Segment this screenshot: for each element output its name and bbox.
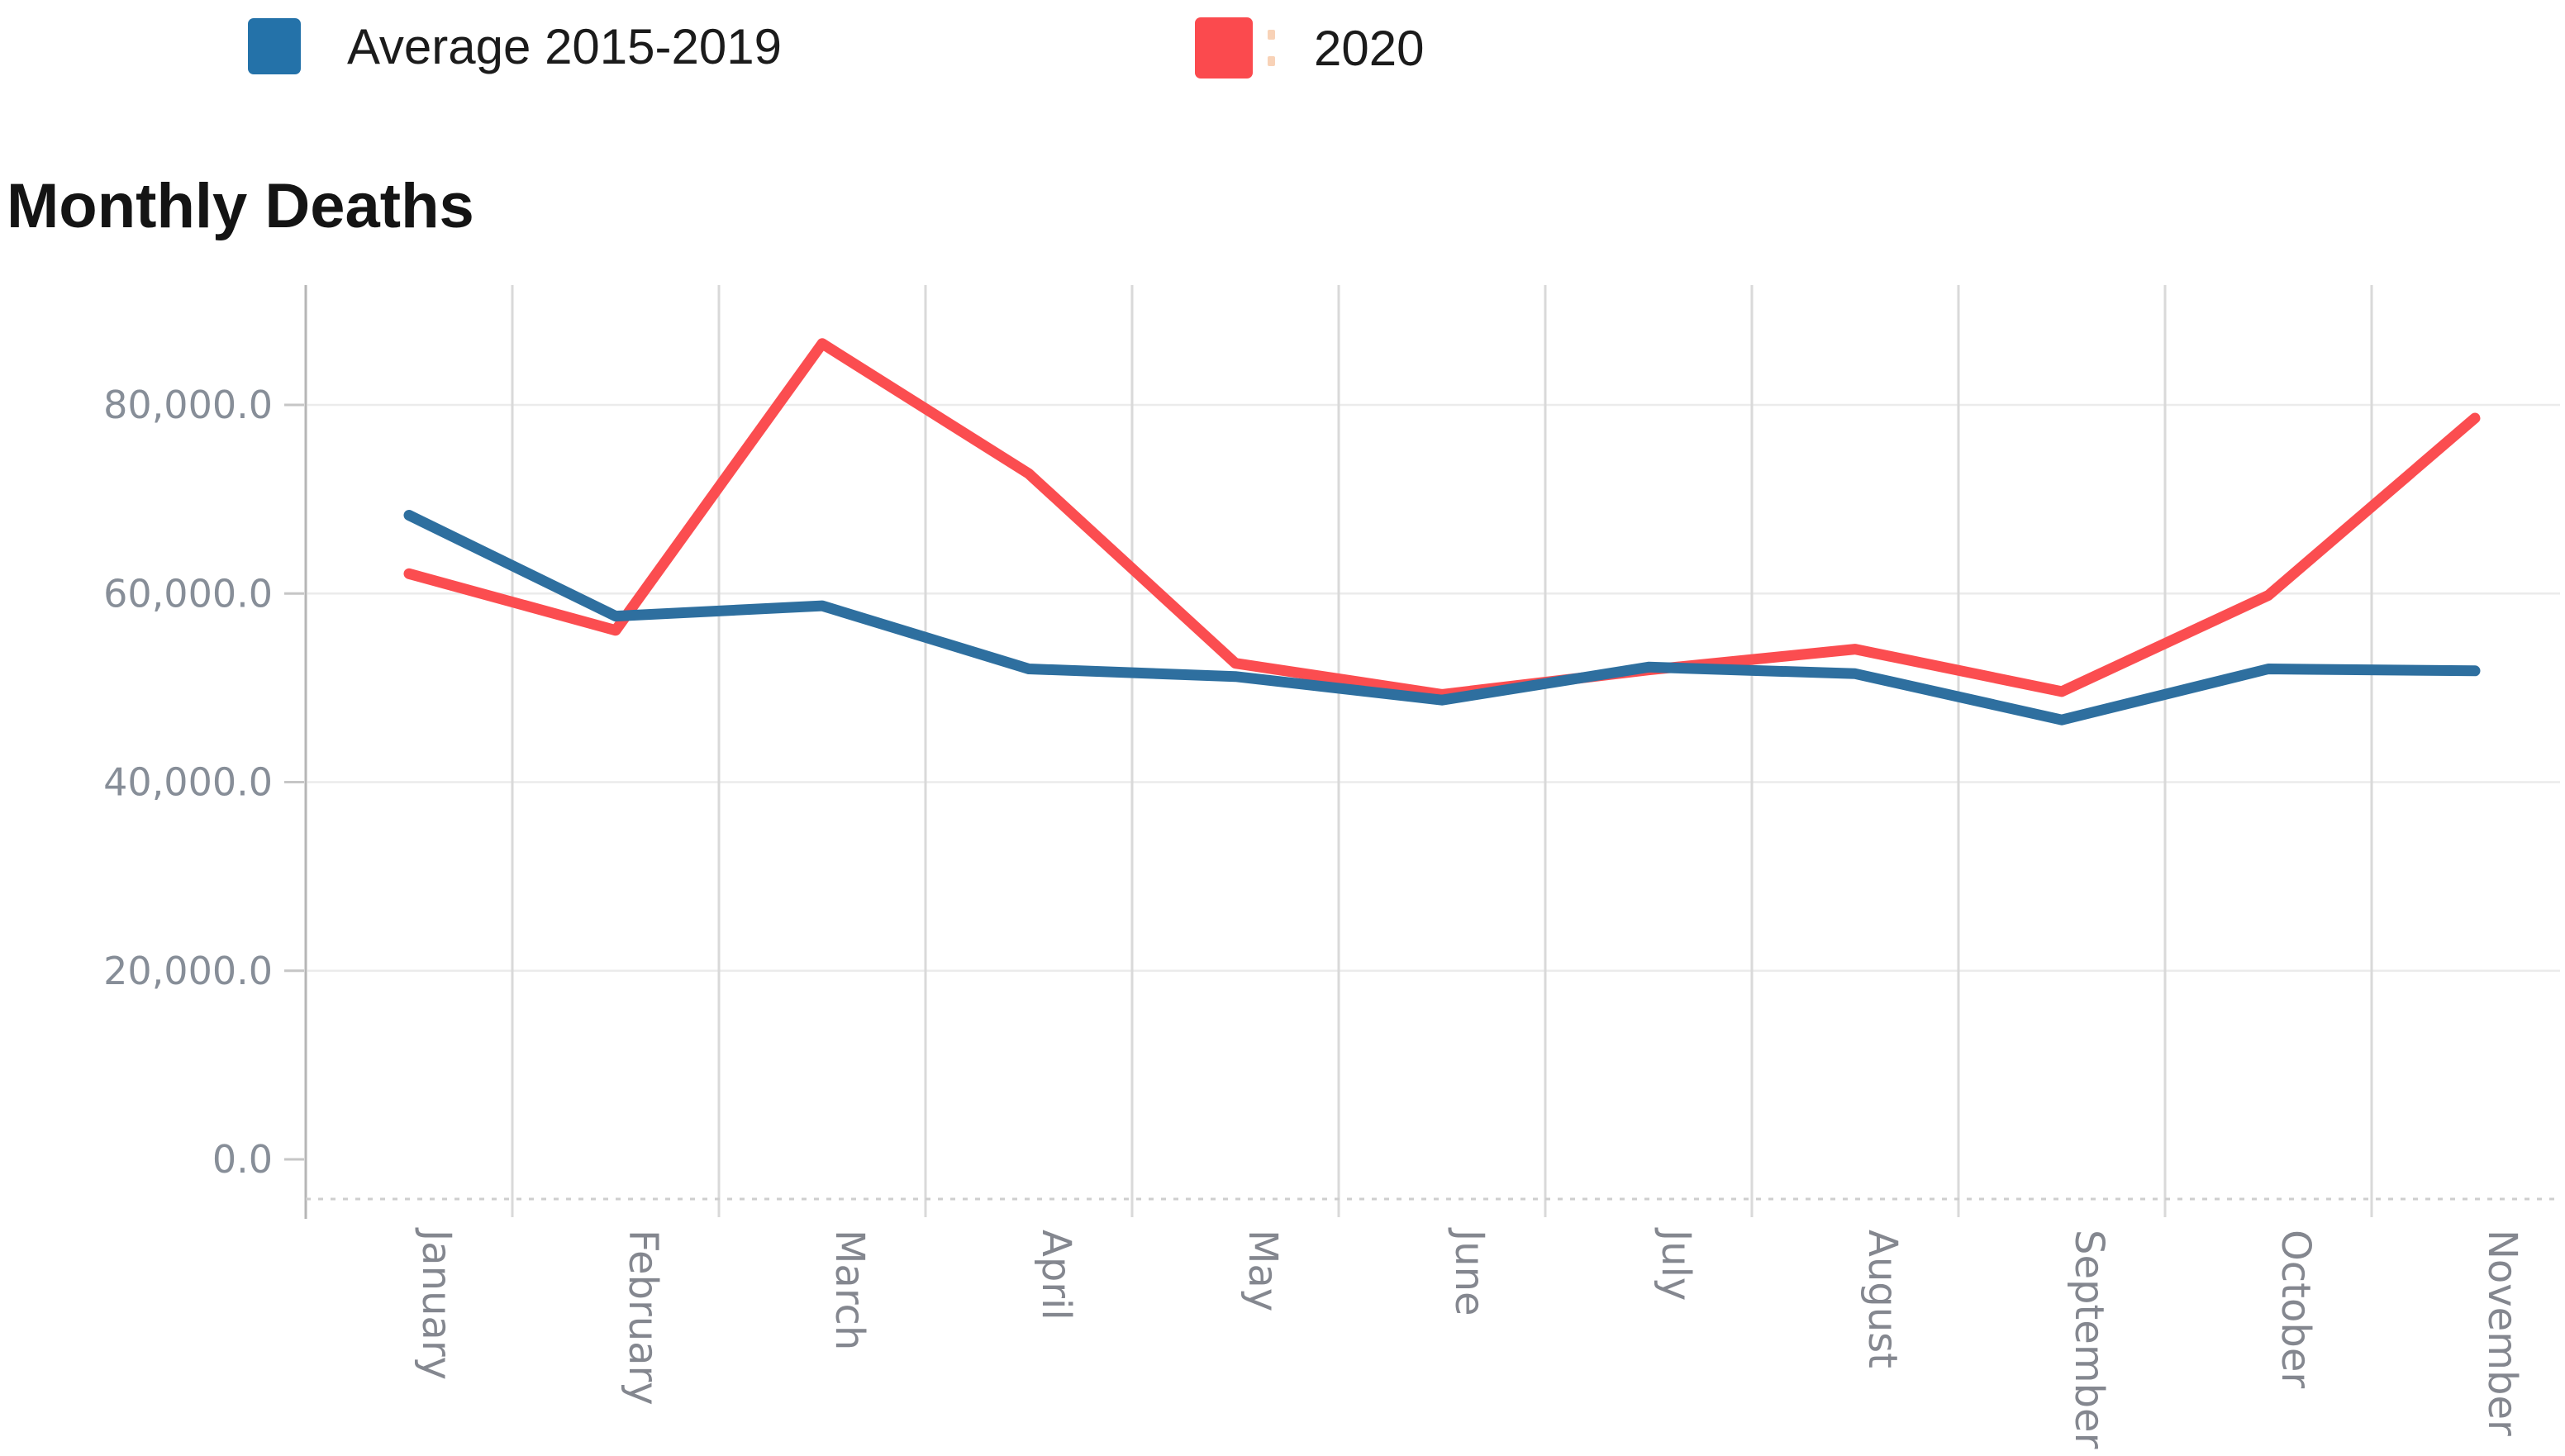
legend-swatch-2020 <box>1195 17 1253 79</box>
x-tick-label: August <box>1859 1230 1906 1368</box>
x-tick-label: February <box>620 1230 666 1406</box>
y-tick-label: 0.0 <box>212 1137 273 1182</box>
x-tick-label: October <box>2272 1230 2319 1388</box>
y-tick-label: 40,000.0 <box>103 760 273 805</box>
legend-swatch-average <box>248 18 301 74</box>
x-tick-label: May <box>1240 1230 1286 1311</box>
y-tick-label: 80,000.0 <box>103 383 273 427</box>
legend-label-2020: 2020 <box>1314 20 1425 76</box>
legend-colon-artifact <box>1268 30 1276 66</box>
chart-title: Monthly Deaths <box>7 171 474 241</box>
y-tick-label: 60,000.0 <box>103 571 273 616</box>
legend-label-average: Average 2015-2019 <box>347 18 782 74</box>
legend-item-2020: 2020 <box>1195 16 1424 80</box>
x-tick-label: April <box>1033 1230 1079 1320</box>
x-tick-label: March <box>826 1230 873 1350</box>
x-tick-label: July <box>1653 1227 1699 1301</box>
legend-item-average: Average 2015-2019 <box>248 17 782 76</box>
x-tick-label: September <box>2066 1230 2112 1449</box>
chart-legend: Average 2015-2019 2020 <box>0 0 2565 91</box>
series-line-average-2015-2019 <box>403 510 2481 726</box>
x-tick-label: January <box>413 1227 459 1380</box>
series-line-2020 <box>403 338 2481 700</box>
x-tick-label: June <box>1446 1227 1492 1316</box>
y-tick-label: 20,000.0 <box>103 949 273 993</box>
x-tick-label: November <box>2479 1230 2525 1436</box>
